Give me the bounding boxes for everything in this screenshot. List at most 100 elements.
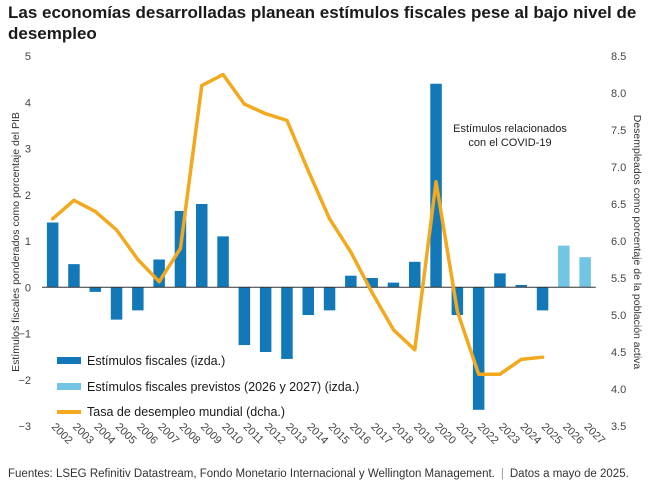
unemployment-point <box>93 209 97 213</box>
stimulus-bar <box>89 287 101 292</box>
stimulus-bar <box>132 287 144 311</box>
right-tick-label: 7.0 <box>611 162 626 174</box>
unemployment-point <box>200 84 204 88</box>
left-axis-ticks: 5 4 3 2 1 0 −1 −2 −3 <box>18 51 31 433</box>
x-tick-label: 2005 <box>113 421 139 447</box>
x-tick-label: 2020 <box>432 421 458 447</box>
x-tick-label: 2027 <box>581 421 607 447</box>
left-tick-label: 5 <box>25 51 31 63</box>
stimulus-bar <box>345 275 357 288</box>
stimulus-bar <box>494 273 506 288</box>
unemployment-point <box>455 309 459 313</box>
x-tick-label: 2009 <box>198 421 224 447</box>
right-tick-label: 5.5 <box>611 273 626 285</box>
x-tick-label: 2008 <box>177 421 203 447</box>
unemployment-point <box>413 348 417 352</box>
left-tick-label: −3 <box>18 421 31 433</box>
x-tick-label: 2017 <box>368 421 394 447</box>
x-tick-label: 2024 <box>517 421 543 447</box>
x-tick-label: 2012 <box>262 421 288 447</box>
stimulus-bar <box>387 282 400 288</box>
planned-stimulus-bar <box>558 245 570 288</box>
unemployment-point <box>72 198 76 202</box>
right-tick-label: 4.5 <box>611 347 626 359</box>
x-tick-label: 2019 <box>411 421 437 447</box>
unemployment-point <box>178 246 183 250</box>
legend-label-stimulus: Estímulos fiscales (izda.) <box>87 354 225 368</box>
footer: Fuentes: LSEG Refinitiv Datastream, Fond… <box>8 468 629 480</box>
unemployment-point <box>306 169 310 173</box>
stimulus-bar <box>153 259 165 288</box>
covid-annotation: Estímulos relacionados con el COVID-19 <box>453 123 567 149</box>
stimulus-bar <box>217 236 229 288</box>
unemployment-point <box>221 72 225 77</box>
unemployment-point <box>349 250 353 254</box>
unemployment-point <box>477 372 481 376</box>
chart-title: Las economías desarrolladas planean estí… <box>8 3 637 43</box>
left-tick-label: 4 <box>25 97 31 109</box>
unemployment-point <box>434 180 438 184</box>
x-tick-label: 2022 <box>475 421 501 447</box>
left-tick-label: 1 <box>25 236 31 248</box>
legend-swatch-stimulus <box>57 357 81 364</box>
stimulus-bar <box>68 264 80 288</box>
right-tick-label: 8.5 <box>611 51 626 63</box>
x-tick-label: 2014 <box>304 421 330 447</box>
footer-date: Datos a mayo de 2025. <box>509 468 629 480</box>
annotation-line-1: Estímulos relacionados <box>453 123 567 135</box>
left-tick-label: −1 <box>18 329 31 341</box>
right-tick-label: 6.0 <box>611 236 626 248</box>
unemployment-point <box>114 228 119 232</box>
x-tick-label: 2015 <box>326 421 352 447</box>
stimulus-bar <box>259 287 272 352</box>
right-tick-label: 5.0 <box>611 310 626 322</box>
x-tick-label: 2013 <box>283 421 309 447</box>
x-tick-label: 2026 <box>560 421 586 447</box>
left-tick-label: 3 <box>25 144 31 156</box>
legend-swatch-planned <box>57 383 81 390</box>
unemployment-line-group <box>50 72 545 376</box>
footer-separator: | <box>500 468 504 480</box>
stimulus-bar <box>281 287 293 359</box>
right-axis-label: Desempleados como porcentaje de la pobla… <box>631 115 643 370</box>
right-tick-label: 6.5 <box>611 199 626 211</box>
stimulus-bar <box>46 222 59 288</box>
unemployment-point <box>242 102 246 106</box>
x-tick-label: 2002 <box>49 421 75 447</box>
legend-label-planned: Estímulos fiscales previstos (2026 y 202… <box>87 380 359 394</box>
left-axis-label: Estímulos fiscales ponderados como porce… <box>10 112 22 372</box>
right-tick-label: 8.0 <box>611 88 626 100</box>
annotation-line-2: con el COVID-19 <box>468 137 551 149</box>
stimulus-bar <box>515 284 527 288</box>
unemployment-point <box>498 372 502 376</box>
right-tick-label: 7.5 <box>611 125 626 137</box>
unemployment-point <box>370 291 374 295</box>
stimulus-bar <box>472 287 485 410</box>
x-tick-label: 2018 <box>390 421 416 447</box>
stimulus-bar <box>366 278 378 288</box>
right-tick-label: 4.0 <box>611 384 626 396</box>
stimulus-bar <box>110 287 123 320</box>
stimulus-bar <box>536 287 549 311</box>
unemployment-point <box>136 257 140 262</box>
legend-label-unemployment: Tasa de desempleo mundial (dcha.) <box>87 405 285 419</box>
x-tick-label: 2003 <box>70 421 96 447</box>
stimulus-bar <box>409 261 421 288</box>
stimulus-bar <box>302 287 314 315</box>
x-tick-label: 2011 <box>241 421 266 446</box>
x-tick-label: 2007 <box>155 421 181 447</box>
unemployment-point <box>519 357 523 361</box>
right-tick-label: 3.5 <box>611 421 626 433</box>
left-tick-label: 0 <box>25 282 31 294</box>
x-tick-label: 2006 <box>134 421 160 447</box>
unemployment-point <box>391 328 396 332</box>
left-tick-label: 2 <box>25 190 31 202</box>
x-axis-ticks: 2002200320042005200620072008200920102011… <box>49 421 607 447</box>
x-tick-label: 2023 <box>496 421 522 447</box>
unemployment-line <box>50 72 545 376</box>
x-tick-label: 2016 <box>347 421 373 447</box>
stimulus-bar <box>323 287 336 311</box>
legend: Estímulos fiscales (izda.) Estímulos fis… <box>57 354 359 419</box>
unemployment-point <box>285 118 289 122</box>
